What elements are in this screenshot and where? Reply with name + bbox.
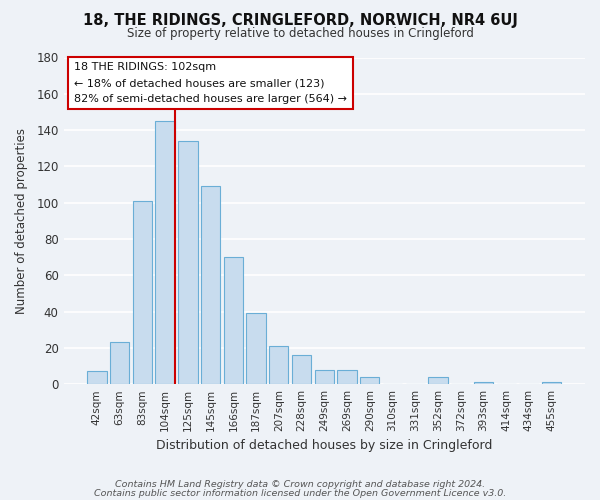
Bar — [110, 342, 130, 384]
Text: 18, THE RIDINGS, CRINGLEFORD, NORWICH, NR4 6UJ: 18, THE RIDINGS, CRINGLEFORD, NORWICH, N… — [83, 12, 517, 28]
Bar — [178, 141, 197, 384]
X-axis label: Distribution of detached houses by size in Cringleford: Distribution of detached houses by size … — [156, 440, 493, 452]
Bar — [201, 186, 220, 384]
Bar — [155, 121, 175, 384]
Bar — [428, 377, 448, 384]
Bar — [224, 257, 243, 384]
Text: 18 THE RIDINGS: 102sqm
← 18% of detached houses are smaller (123)
82% of semi-de: 18 THE RIDINGS: 102sqm ← 18% of detached… — [74, 62, 347, 104]
Bar — [87, 372, 107, 384]
Text: Contains HM Land Registry data © Crown copyright and database right 2024.: Contains HM Land Registry data © Crown c… — [115, 480, 485, 489]
Bar — [337, 370, 356, 384]
Bar — [542, 382, 561, 384]
Bar — [133, 201, 152, 384]
Text: Contains public sector information licensed under the Open Government Licence v3: Contains public sector information licen… — [94, 488, 506, 498]
Bar — [292, 355, 311, 384]
Bar — [269, 346, 289, 384]
Bar — [474, 382, 493, 384]
Bar — [314, 370, 334, 384]
Bar — [360, 377, 379, 384]
Text: Size of property relative to detached houses in Cringleford: Size of property relative to detached ho… — [127, 28, 473, 40]
Bar — [247, 314, 266, 384]
Y-axis label: Number of detached properties: Number of detached properties — [15, 128, 28, 314]
